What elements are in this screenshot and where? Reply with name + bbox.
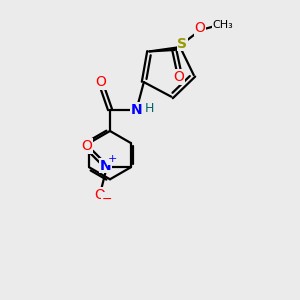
Text: N: N: [100, 159, 111, 173]
Text: O: O: [94, 188, 105, 202]
Text: CH₃: CH₃: [212, 20, 233, 30]
Text: O: O: [194, 22, 205, 35]
Text: O: O: [173, 70, 184, 84]
Text: S: S: [178, 37, 188, 51]
Text: O: O: [82, 139, 92, 153]
Text: H: H: [145, 102, 154, 115]
Text: O: O: [96, 75, 106, 89]
Text: −: −: [102, 193, 112, 206]
Text: N: N: [131, 103, 142, 116]
Text: +: +: [108, 154, 117, 164]
